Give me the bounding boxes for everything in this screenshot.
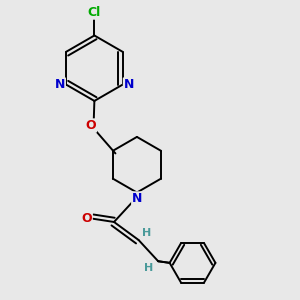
Text: O: O	[86, 119, 96, 132]
Text: H: H	[144, 263, 153, 273]
Text: O: O	[82, 212, 92, 225]
Text: N: N	[55, 78, 65, 91]
Text: H: H	[142, 228, 152, 238]
Text: N: N	[123, 78, 134, 91]
Text: N: N	[132, 192, 142, 205]
Text: Cl: Cl	[88, 6, 101, 19]
